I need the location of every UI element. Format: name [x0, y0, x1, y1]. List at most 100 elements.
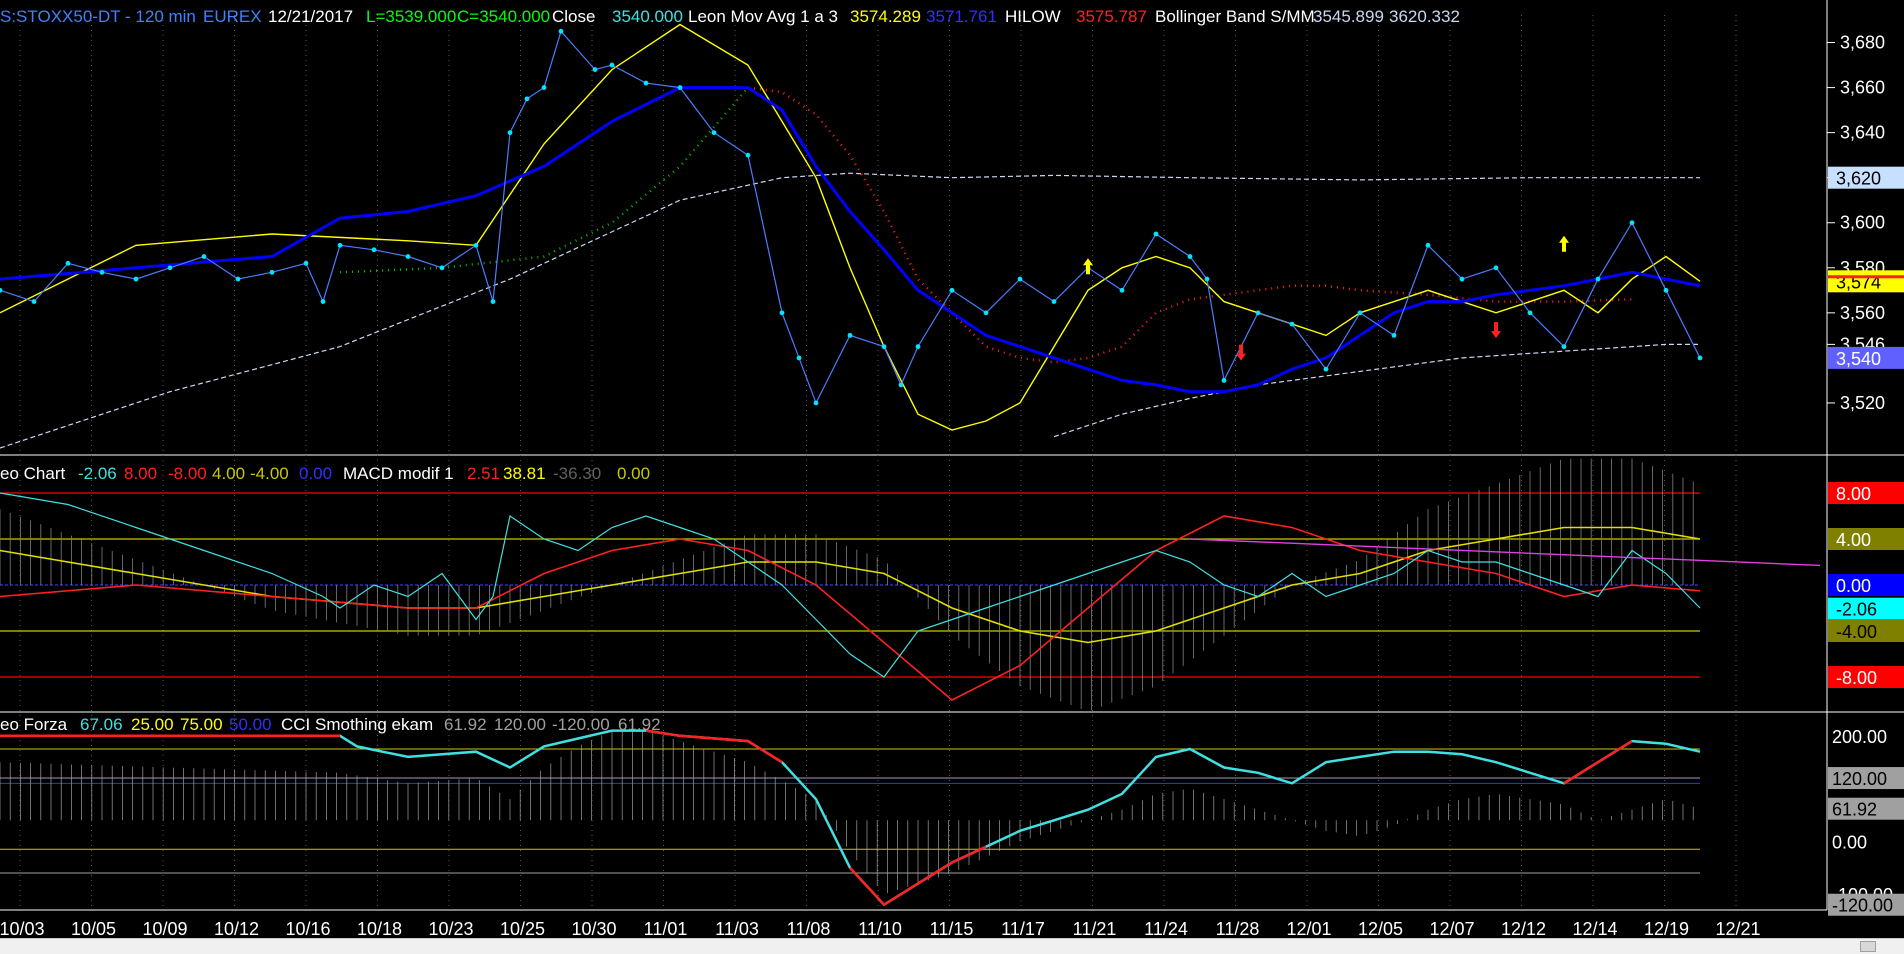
close-point	[541, 85, 547, 90]
close-point	[1204, 276, 1210, 282]
macd-header-field: 0.00	[617, 464, 650, 483]
buy-arrow-icon	[1559, 235, 1569, 252]
cci-level-tag	[1828, 830, 1904, 853]
macd-header-field: MACD modif 1	[343, 464, 454, 483]
x-tick-label: 12/19	[1644, 919, 1689, 938]
close-point	[320, 299, 326, 304]
close-point	[1425, 242, 1431, 248]
header-field: Close	[552, 7, 595, 26]
close-point	[269, 269, 275, 275]
macd-header-field: -8.00	[168, 464, 207, 483]
close-point	[490, 299, 496, 304]
close-point	[558, 28, 564, 34]
x-tick-label: 12/14	[1572, 919, 1617, 938]
close-point	[745, 152, 751, 158]
cci-header-field: -120.00	[552, 715, 610, 734]
close-point	[779, 310, 785, 316]
close-point	[813, 400, 819, 406]
cci-level-label: 61.92	[1832, 800, 1877, 820]
macd-level-label: 4.00	[1836, 530, 1871, 550]
macd-level-label: -2.06	[1836, 600, 1877, 620]
close-point	[65, 260, 71, 266]
close-point	[711, 130, 717, 136]
close-point	[1357, 310, 1363, 316]
close-point	[133, 276, 139, 282]
close-point	[1493, 265, 1499, 271]
close-point	[983, 310, 989, 316]
cci-header-field: 67.06	[80, 715, 123, 734]
series-macd-signal-red	[0, 515, 1701, 701]
close-point	[1255, 310, 1261, 316]
x-tick-label: 11/17	[1001, 919, 1045, 938]
x-tick-label: 11/24	[1144, 919, 1188, 938]
x-tick-label: 12/12	[1501, 919, 1546, 938]
x-tick-label: 11/21	[1073, 919, 1117, 938]
macd-header-field: 4.00	[212, 464, 245, 483]
macd-level-tag	[1828, 574, 1904, 596]
price-tag	[1828, 166, 1904, 189]
price-axis-label: 3,680	[1840, 33, 1885, 53]
cci-level-label: -120.00	[1832, 896, 1893, 916]
header-field: C=3540.000	[457, 7, 550, 26]
scrollbar-thumb[interactable]	[1860, 941, 1876, 952]
series-macd-line	[0, 492, 1701, 678]
macd-header-field: 8.00	[124, 464, 157, 483]
header-field: 3575.787	[1076, 7, 1147, 26]
close-point	[1561, 344, 1567, 350]
macd-header-field: eo Chart	[0, 464, 65, 483]
sell-arrow-icon	[1491, 322, 1501, 339]
cci-header-field: 61.92	[444, 715, 487, 734]
close-point	[643, 80, 649, 86]
cci-level-tag	[1828, 724, 1904, 747]
header-field: 3571.761	[926, 7, 997, 26]
x-tick-label: 10/03	[0, 919, 45, 938]
header-field: 3574.289	[850, 7, 921, 26]
header-field: Leon Mov Avg 1 a 3	[688, 7, 838, 26]
series-leon-mov-avg-3	[0, 86, 1701, 394]
series-cci-red-mid	[645, 729, 783, 764]
close-point	[1459, 276, 1465, 282]
x-tick-label: 10/09	[142, 919, 187, 938]
close-point	[881, 344, 887, 350]
macd-level-label: 0.00	[1836, 576, 1871, 596]
cci-header-field: eo Forza	[0, 715, 68, 734]
macd-level-tag	[1828, 620, 1904, 642]
close-point	[609, 62, 615, 68]
cci-header-field: 120.00	[494, 715, 546, 734]
cci-level-tag	[1828, 893, 1904, 916]
header-field: EUREX	[203, 7, 262, 26]
macd-header-field: -36.30	[553, 464, 601, 483]
close-point	[235, 276, 241, 282]
x-tick-label: 12/07	[1429, 919, 1474, 938]
horizontal-scrollbar[interactable]	[0, 938, 1904, 954]
macd-level-label: -4.00	[1836, 622, 1877, 642]
macd-header-field: 0.00	[299, 464, 332, 483]
x-tick-label: 10/05	[71, 919, 116, 938]
series-bollinger-upper	[0, 172, 1700, 449]
macd-level-tag	[1828, 666, 1904, 688]
close-point	[796, 355, 802, 361]
macd-header-field: -2.06	[78, 464, 117, 483]
price-axis-label: 3,600	[1840, 213, 1885, 233]
macd-level-label: -8.00	[1836, 668, 1877, 688]
macd-level-tag	[1828, 528, 1904, 550]
price-axis-label: 3,520	[1840, 393, 1885, 413]
x-tick-label: 11/01	[644, 919, 688, 938]
close-point	[847, 332, 853, 338]
close-point	[201, 254, 207, 259]
header-field: 12/21/2017	[268, 7, 353, 26]
header-field: HILOW	[1005, 7, 1061, 26]
cci-header-field: 25.00	[131, 715, 174, 734]
close-point	[1697, 355, 1703, 361]
close-point	[1289, 321, 1295, 327]
cci-header-field: 75.00	[180, 715, 223, 734]
x-tick-label: 12/01	[1286, 919, 1331, 938]
series-bollinger-lower	[1053, 343, 1700, 438]
close-point	[898, 382, 904, 388]
sell-arrow-icon	[1236, 344, 1246, 361]
close-point	[31, 299, 37, 304]
close-point	[0, 287, 3, 293]
header-field: L=3539.000	[366, 7, 456, 26]
